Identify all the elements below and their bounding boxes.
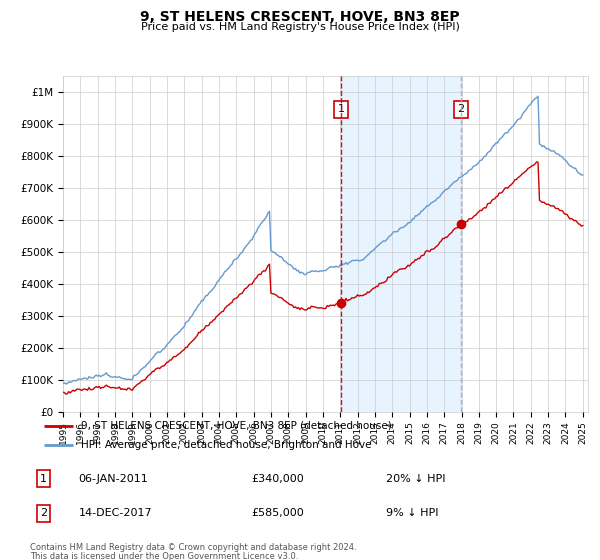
- Text: HPI: Average price, detached house, Brighton and Hove: HPI: Average price, detached house, Brig…: [82, 440, 372, 450]
- Text: 2: 2: [40, 508, 47, 519]
- Text: 9, ST HELENS CRESCENT, HOVE, BN3 8EP: 9, ST HELENS CRESCENT, HOVE, BN3 8EP: [140, 10, 460, 24]
- Text: 14-DEC-2017: 14-DEC-2017: [79, 508, 152, 519]
- Text: Contains HM Land Registry data © Crown copyright and database right 2024.: Contains HM Land Registry data © Crown c…: [30, 543, 356, 552]
- Text: Price paid vs. HM Land Registry's House Price Index (HPI): Price paid vs. HM Land Registry's House …: [140, 22, 460, 32]
- Text: £585,000: £585,000: [251, 508, 304, 519]
- Text: £340,000: £340,000: [251, 474, 304, 484]
- Text: 20% ↓ HPI: 20% ↓ HPI: [386, 474, 446, 484]
- Text: 9% ↓ HPI: 9% ↓ HPI: [386, 508, 439, 519]
- Text: This data is licensed under the Open Government Licence v3.0.: This data is licensed under the Open Gov…: [30, 552, 298, 560]
- Bar: [341, 76, 461, 412]
- Text: 1: 1: [40, 474, 47, 484]
- Text: 9, ST HELENS CRESCENT, HOVE, BN3 8EP (detached house): 9, ST HELENS CRESCENT, HOVE, BN3 8EP (de…: [82, 421, 392, 431]
- Text: 1: 1: [337, 104, 344, 114]
- Text: 2: 2: [457, 104, 464, 114]
- Text: 06-JAN-2011: 06-JAN-2011: [79, 474, 148, 484]
